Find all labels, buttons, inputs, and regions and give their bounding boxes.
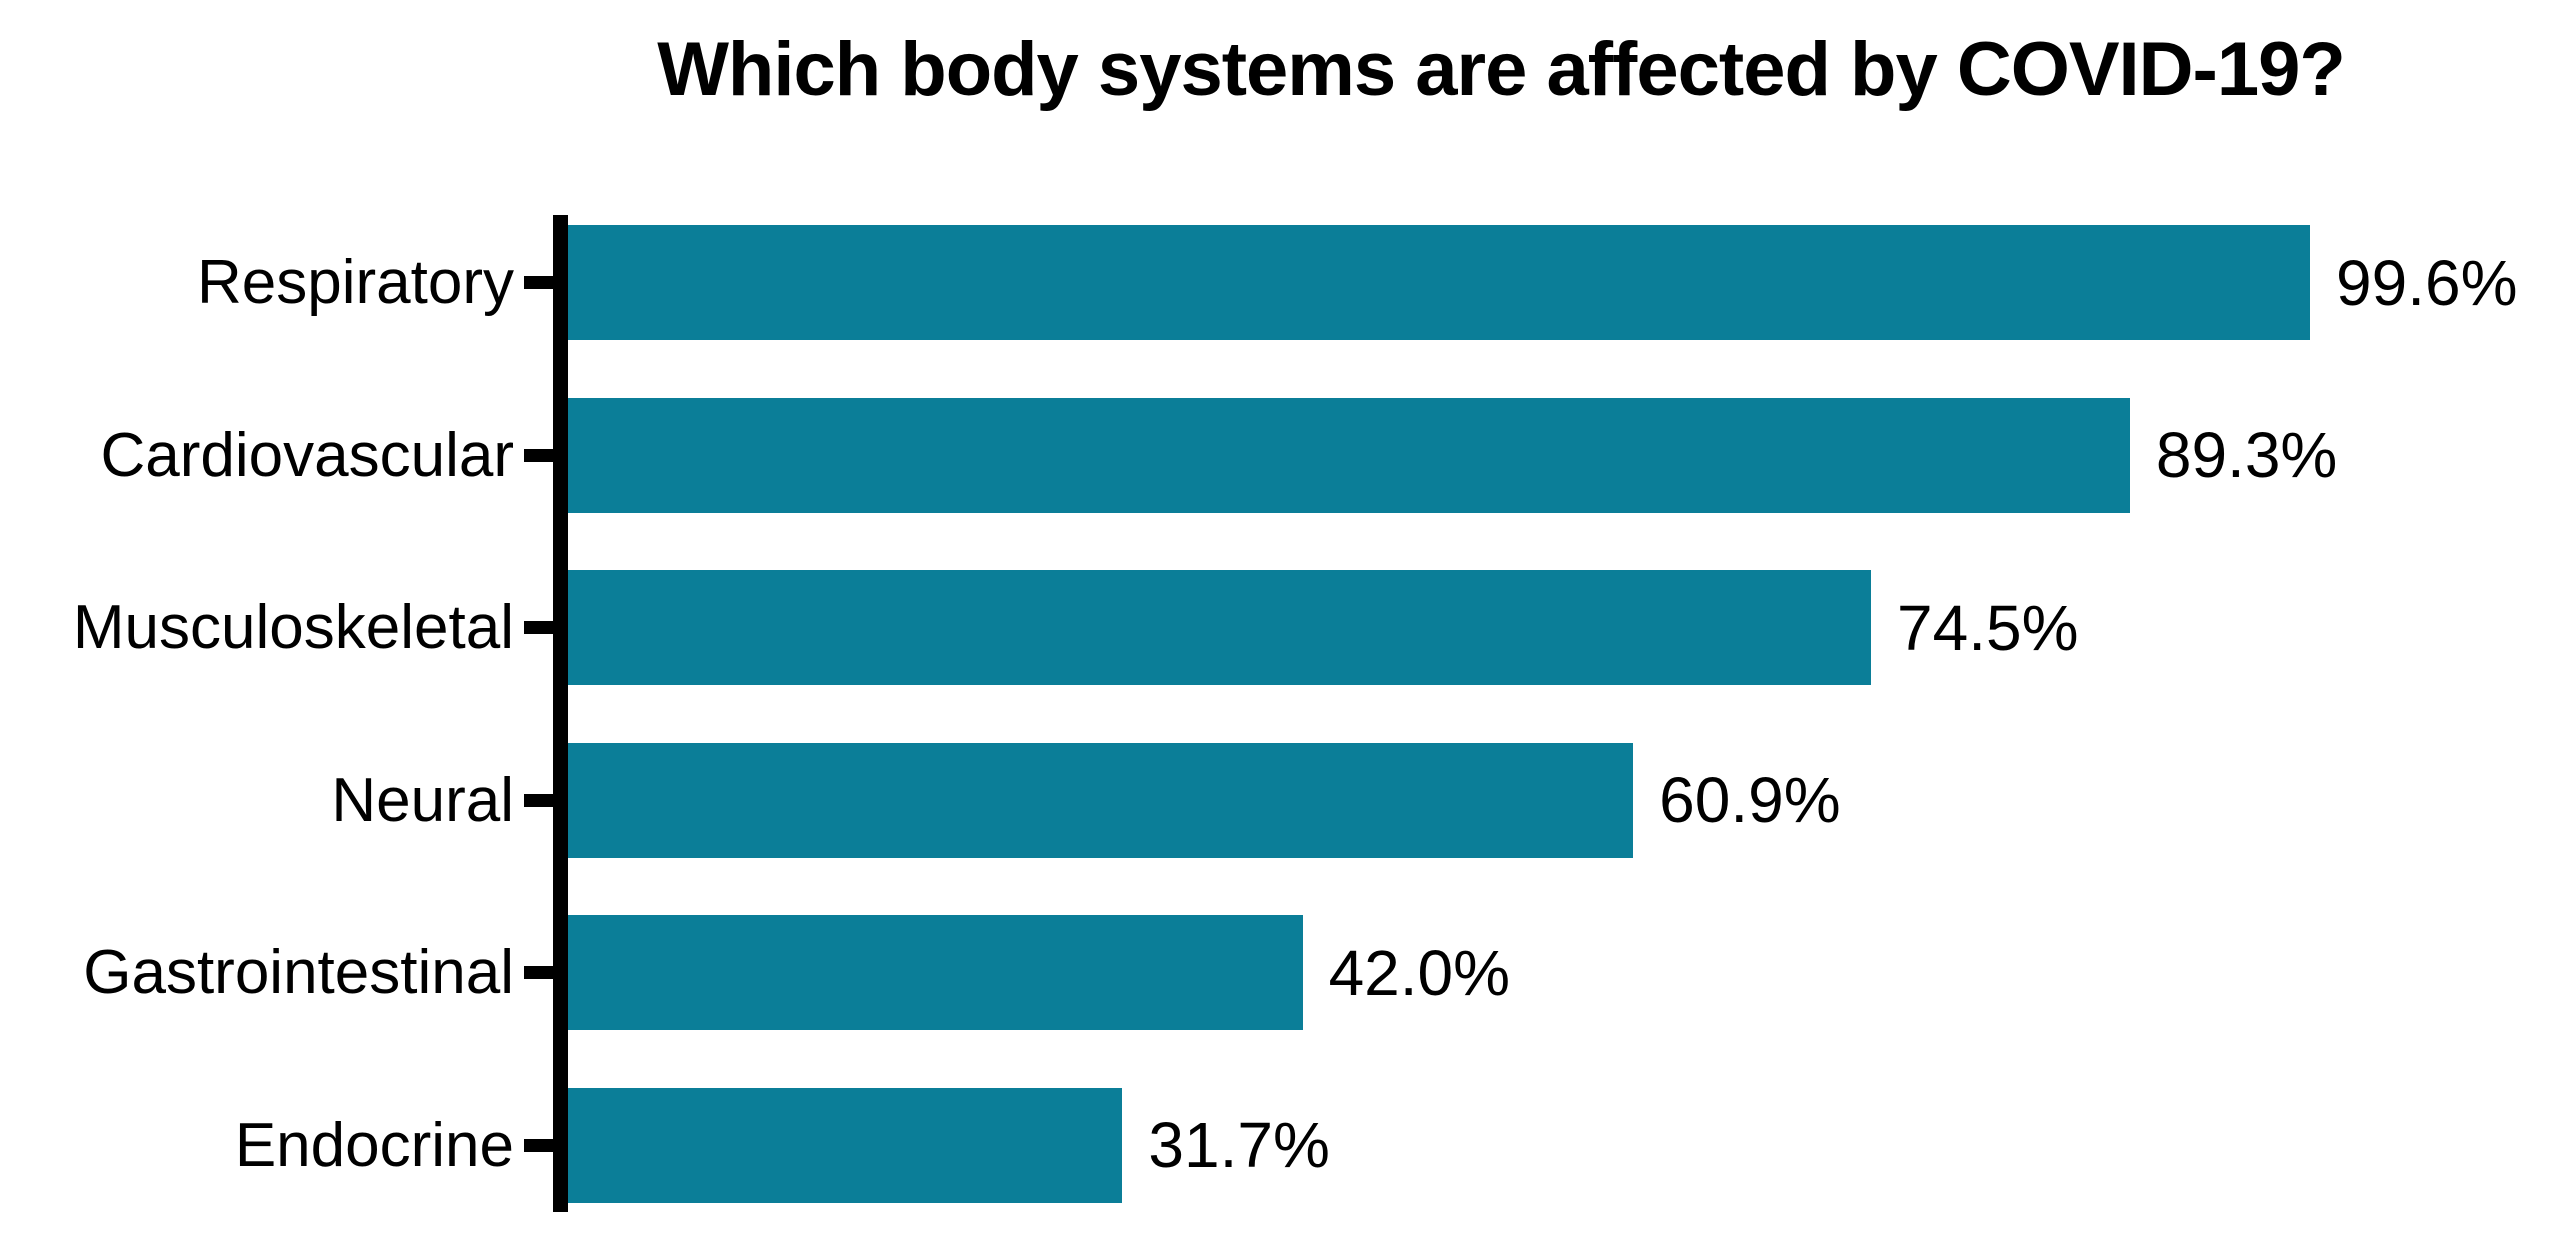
- axis-tick: [524, 276, 553, 289]
- bar: [568, 397, 2130, 513]
- axis-tick: [524, 621, 553, 634]
- axis-tick: [524, 966, 553, 979]
- value-label: 31.7%: [1148, 1109, 1330, 1181]
- category-label: Gastrointestinal: [83, 938, 514, 1007]
- category-label: Neural: [331, 765, 514, 835]
- value-label: 60.9%: [1659, 764, 1841, 836]
- value-label: 42.0%: [1328, 936, 1511, 1009]
- axis-tick: [524, 448, 553, 462]
- bar: [568, 742, 1634, 858]
- category-label: Cardiovascular: [100, 420, 514, 490]
- value-label: 74.5%: [1897, 591, 2079, 664]
- value-label: 99.6%: [2336, 246, 2518, 319]
- category-label: Endocrine: [234, 1110, 514, 1180]
- bar: [568, 570, 1871, 685]
- bar: [568, 225, 2310, 340]
- bar: [568, 915, 1303, 1030]
- category-label: Respiratory: [197, 248, 514, 317]
- axis-tick: [524, 1138, 553, 1152]
- chart-title: Which body systems are affected by COVID…: [657, 27, 2346, 112]
- category-label: Musculoskeletal: [72, 593, 514, 662]
- y-axis-line: [553, 215, 568, 1212]
- bar: [568, 1087, 1123, 1203]
- value-label: 89.3%: [2155, 419, 2338, 491]
- axis-tick: [524, 793, 553, 807]
